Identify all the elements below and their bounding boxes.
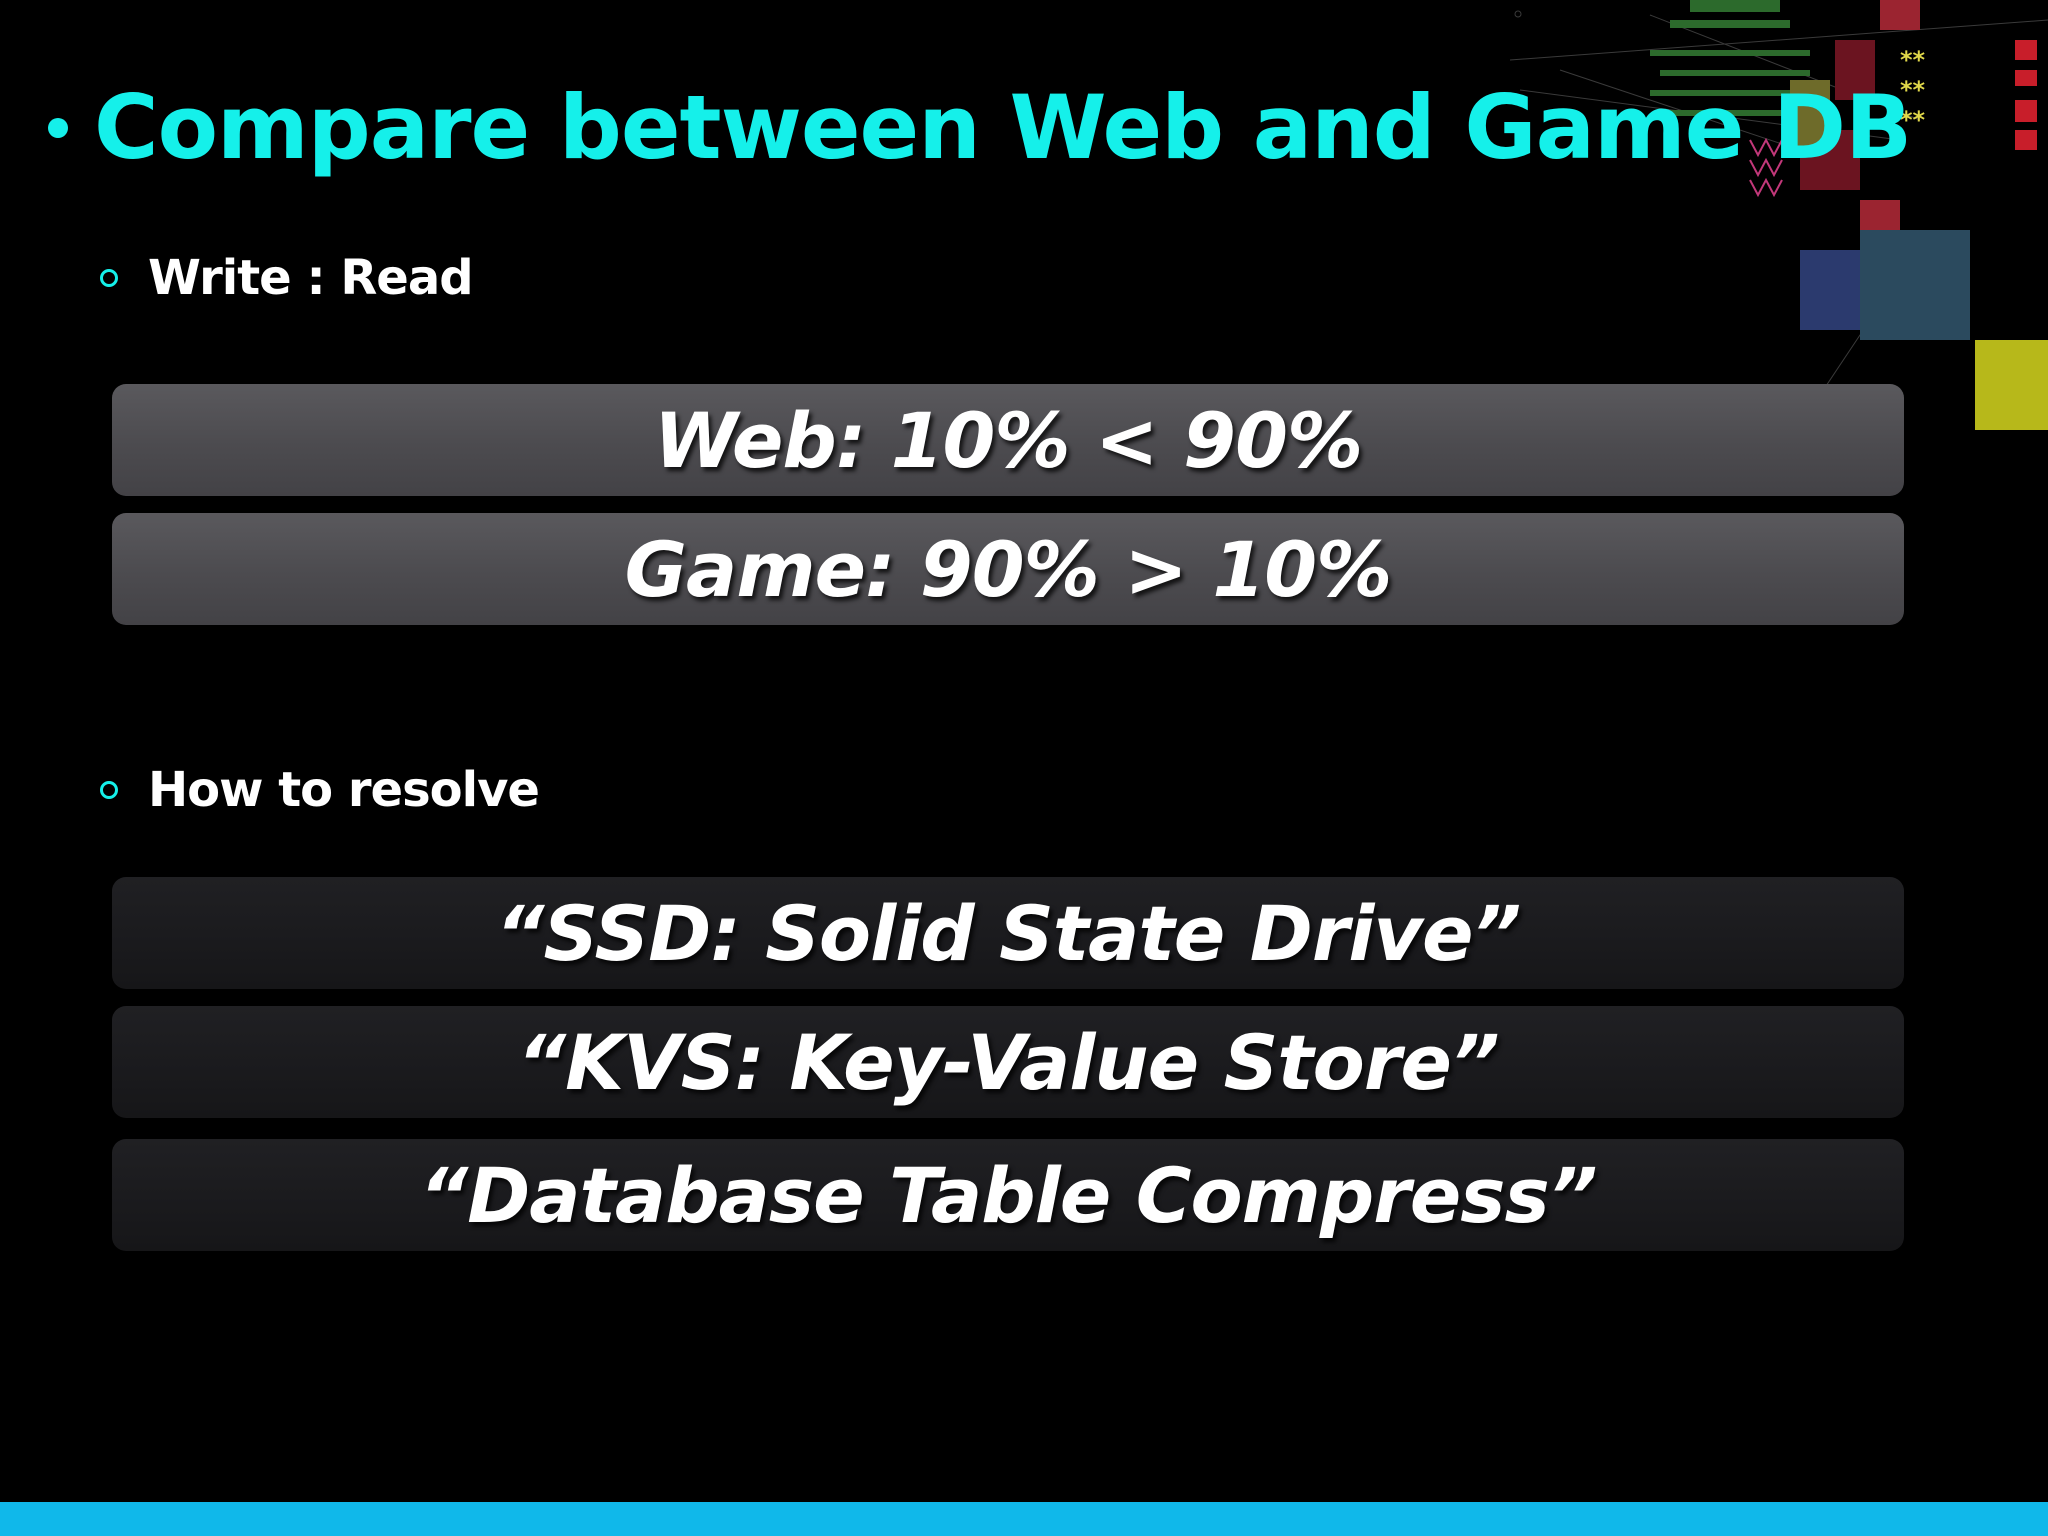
solution-text: “Database Table Compress” — [419, 1150, 1597, 1240]
section-heading-row: Write : Read — [100, 250, 474, 306]
section-heading: How to resolve — [148, 762, 540, 818]
svg-text:**: ** — [1900, 106, 1926, 134]
comparison-text: Game: 90% > 10% — [624, 524, 1393, 614]
section-heading: Write : Read — [148, 250, 474, 306]
comparison-text: Web: 10% < 90% — [653, 395, 1363, 485]
solution-text: “SSD: Solid State Drive” — [495, 888, 1522, 978]
solution-box: “KVS: Key-Value Store” — [112, 1006, 1904, 1118]
decorative-pattern-graphic: ** ** ** — [1509, 0, 2048, 440]
section-heading-row: How to resolve — [100, 762, 540, 818]
solution-box: “Database Table Compress” — [112, 1139, 1904, 1251]
bottom-accent-bar — [0, 1502, 2048, 1536]
solution-box: “SSD: Solid State Drive” — [112, 877, 1904, 989]
slide-title: Compare between Web and Game DB — [94, 76, 1912, 179]
title-row: Compare between Web and Game DB — [48, 76, 1912, 179]
solution-text: “KVS: Key-Value Store” — [517, 1017, 1500, 1107]
hollow-circle-bullet-icon — [100, 269, 118, 287]
title-bullet-icon — [48, 118, 68, 138]
hollow-circle-bullet-icon — [100, 781, 118, 799]
svg-text:**: ** — [1900, 46, 1926, 74]
comparison-box: Web: 10% < 90% — [112, 384, 1904, 496]
svg-text:**: ** — [1900, 76, 1926, 104]
comparison-box: Game: 90% > 10% — [112, 513, 1904, 625]
